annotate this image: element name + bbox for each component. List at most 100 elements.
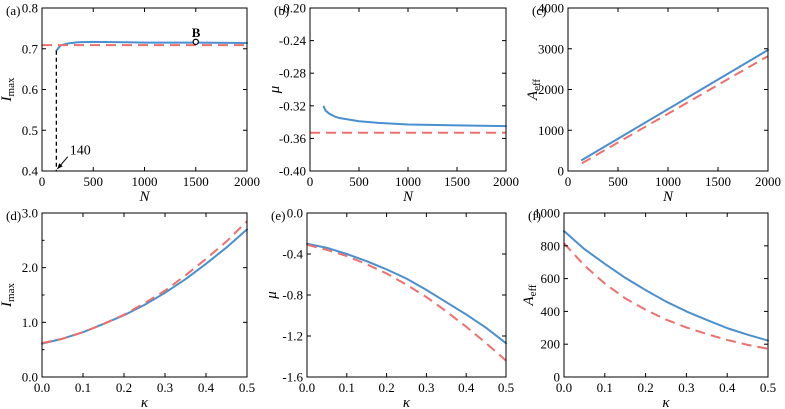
y-axis-symbol: A [525,90,541,101]
x-axis-label: N [662,189,674,205]
x-tick-label: 0.1 [339,380,355,395]
y-axis-label: μ [264,291,280,300]
y-tick-label: -0.4 [282,247,303,262]
plot-frame [306,212,507,378]
series-numerical-line [563,230,769,342]
y-axis-label: Aeff [521,284,539,307]
x-tick-label: 0.5 [760,380,776,395]
y-tick-label: 400 [541,304,561,319]
x-tick-label: 1000 [395,174,421,189]
x-tick-label: 0.0 [34,380,50,395]
y-tick-label: -0.28 [279,66,306,81]
y-tick-label: 0.6 [22,82,39,97]
y-tick-label: 3000 [538,41,564,56]
series-numerical-line [306,242,507,345]
plot-frame [563,212,769,378]
x-tick-label: 0.0 [556,380,572,395]
y-axis-label: Aeff [525,79,543,102]
x-tick-label: 2000 [234,174,260,189]
y-axis-symbol: μ [267,85,283,94]
x-tick-label: 0.1 [597,380,613,395]
y-tick-label: 1000 [534,206,560,221]
y-tick-label: 0 [554,370,561,385]
y-tick-label: -0.24 [279,33,307,48]
series-numerical-line [581,48,769,161]
y-tick-label: -0.20 [279,1,306,16]
series-asymptotic-line [306,243,507,362]
panel-label: (f) [528,208,541,223]
y-tick-label: 0.0 [22,370,38,385]
y-tick-label: -0.32 [279,98,306,113]
x-tick-label: 1500 [444,174,470,189]
y-axis-label: μ [267,85,283,94]
x-tick-label: 0.5 [498,380,514,395]
series-asymptotic-line [581,55,769,165]
point-label: B [192,25,201,40]
annotation-arrowhead [57,163,63,169]
y-axis-subscript: eff [531,79,543,91]
panel-f: 0.0 0.1 0.2 0.3 0.4 0.5 0 200 400 600 800 1000 κ Aeff… [521,206,776,409]
plot-frame [41,212,248,378]
y-axis-subscript: max [5,77,17,96]
series-asymptotic-line [563,242,769,350]
x-tick-label: 0.1 [75,380,91,395]
x-tick-label: 500 [84,174,104,189]
y-tick-label: 1000 [538,123,564,138]
y-tick-label: 600 [541,271,561,286]
x-tick-label: 0.2 [116,380,132,395]
x-tick-label: 0.3 [678,380,694,395]
plot-frame [567,7,769,172]
x-tick-label: 0.4 [458,380,475,395]
series-numerical-line [322,105,507,128]
y-tick-label: 0.0 [287,206,303,221]
y-tick-label: 0.8 [22,1,38,16]
panel-e: 0.0 0.1 0.2 0.3 0.4 0.5 -1.6 -1.2 -0.8 -0.4 0.0 κ μ (… [264,206,514,409]
x-tick-label: 1000 [132,174,158,189]
x-axis-label: κ [403,395,411,409]
x-tick-label: 0.2 [637,380,653,395]
x-tick-label: 0.0 [299,380,315,395]
x-tick-label: 1500 [705,174,731,189]
x-axis-label: N [402,189,414,205]
panel-b: 0 500 1000 1500 2000 -0.40 -0.36 -0.32 -0.28 -0.2… [267,1,519,206]
panel-d: 0.0 0.1 0.2 0.3 0.4 0.5 0.0 1.0 2.0 3.0 κ Imax (d) [0,206,255,409]
y-axis-symbol: I [0,95,15,102]
panel-label: (a) [6,3,20,18]
x-tick-label: 0.3 [157,380,173,395]
y-tick-label: 2000 [538,82,564,97]
annotation-label: 140 [70,144,91,159]
panel-c: 0 500 1000 1500 2000 0 1000 2000 3000 4000 N Aeff (c… [525,1,781,206]
panel-label: (b) [274,3,289,18]
panel-a: 0 500 1000 1500 2000 0.4 0.5 0.6 0.7 0.8 N Imax (a) 1… [0,1,260,206]
x-tick-label: 0.4 [719,380,736,395]
y-tick-label: -1.6 [282,370,303,385]
y-axis-symbol: I [0,301,15,308]
y-axis-label: Imax [0,283,17,308]
y-axis-symbol: A [521,296,537,307]
y-axis-label: Imax [0,77,17,102]
y-tick-label: -1.2 [282,329,303,344]
y-tick-label: 4000 [538,1,564,16]
series-numerical-line [41,228,248,345]
panel-label: (c) [532,3,546,18]
x-tick-label: 1000 [655,174,681,189]
y-tick-label: 0.7 [22,41,39,56]
series-numerical-line [55,40,248,52]
x-tick-label: 2000 [755,174,781,189]
y-tick-label: 200 [541,337,561,352]
y-tick-label: 0.4 [22,164,39,179]
x-tick-label: 1500 [183,174,209,189]
x-tick-label: 500 [349,174,369,189]
x-tick-label: 0 [39,174,46,189]
x-tick-label: 0.3 [418,380,434,395]
y-axis-subscript: max [5,283,17,302]
plot-frame [309,7,507,172]
y-tick-label: -0.40 [279,164,306,179]
x-axis-label: κ [662,395,670,409]
y-axis-subscript: eff [527,284,539,296]
y-tick-label: 0.5 [22,123,38,138]
x-axis-label: κ [141,395,149,409]
x-tick-label: 0 [565,174,572,189]
y-tick-label: 800 [541,238,561,253]
